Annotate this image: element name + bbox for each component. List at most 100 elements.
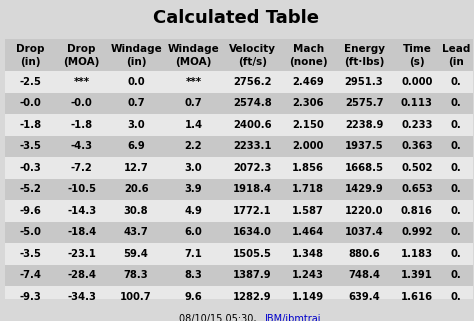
Text: 0.0: 0.0	[127, 77, 145, 87]
Text: -7.4: -7.4	[19, 270, 41, 280]
Text: 0.: 0.	[451, 163, 462, 173]
Text: 2.306: 2.306	[292, 98, 324, 108]
Text: 1.616: 1.616	[401, 292, 433, 302]
Text: -23.1: -23.1	[67, 249, 96, 259]
Text: 2400.6: 2400.6	[233, 120, 272, 130]
FancyBboxPatch shape	[5, 71, 473, 92]
Text: 0.: 0.	[451, 98, 462, 108]
Text: 20.6: 20.6	[124, 184, 148, 194]
Text: 3.9: 3.9	[184, 184, 202, 194]
Text: 0.363: 0.363	[401, 141, 433, 151]
Text: 4.9: 4.9	[184, 206, 202, 216]
Text: -14.3: -14.3	[67, 206, 96, 216]
Text: 0.: 0.	[451, 206, 462, 216]
Text: 2.469: 2.469	[292, 77, 324, 87]
Text: 2.2: 2.2	[184, 141, 202, 151]
Text: 7.1: 7.1	[184, 249, 202, 259]
Text: 1668.5: 1668.5	[345, 163, 383, 173]
Text: 1.243: 1.243	[292, 270, 324, 280]
Text: -5.0: -5.0	[19, 227, 41, 237]
Text: 1282.9: 1282.9	[233, 292, 272, 302]
Text: 0.: 0.	[451, 292, 462, 302]
Text: 1634.0: 1634.0	[233, 227, 272, 237]
Text: 1505.5: 1505.5	[233, 249, 272, 259]
Text: -0.0: -0.0	[71, 98, 92, 108]
Text: 2072.3: 2072.3	[233, 163, 272, 173]
Text: 6.9: 6.9	[127, 141, 145, 151]
Text: 1772.1: 1772.1	[233, 206, 272, 216]
Text: Mach: Mach	[292, 44, 324, 54]
FancyBboxPatch shape	[5, 178, 473, 200]
Text: Time: Time	[402, 44, 431, 54]
Text: -3.5: -3.5	[19, 249, 41, 259]
Text: 0.: 0.	[451, 227, 462, 237]
Text: 1429.9: 1429.9	[345, 184, 383, 194]
Text: Drop: Drop	[16, 44, 45, 54]
Text: 30.8: 30.8	[124, 206, 148, 216]
Text: Lead: Lead	[442, 44, 470, 54]
Text: -0.0: -0.0	[19, 98, 41, 108]
Text: 0.000: 0.000	[401, 77, 433, 87]
Text: 0.: 0.	[451, 249, 462, 259]
Text: 78.3: 78.3	[124, 270, 148, 280]
Text: 0.7: 0.7	[184, 98, 202, 108]
Text: 100.7: 100.7	[120, 292, 152, 302]
Text: 0.113: 0.113	[401, 98, 433, 108]
Text: (ft·lbs): (ft·lbs)	[344, 57, 384, 67]
Text: 0.992: 0.992	[401, 227, 433, 237]
Text: 1.587: 1.587	[292, 206, 324, 216]
Text: (in): (in)	[20, 57, 41, 67]
Text: 6.0: 6.0	[184, 227, 202, 237]
Text: 8.3: 8.3	[184, 270, 202, 280]
FancyBboxPatch shape	[5, 39, 473, 71]
Text: 0.: 0.	[451, 184, 462, 194]
Text: 1387.9: 1387.9	[233, 270, 272, 280]
Text: 0.502: 0.502	[401, 163, 433, 173]
Text: -18.4: -18.4	[67, 227, 96, 237]
Text: -9.3: -9.3	[19, 292, 41, 302]
Text: -1.8: -1.8	[19, 120, 41, 130]
FancyBboxPatch shape	[5, 200, 473, 221]
FancyBboxPatch shape	[5, 286, 473, 308]
Text: 1.183: 1.183	[401, 249, 433, 259]
Text: Drop: Drop	[67, 44, 96, 54]
Text: 1037.4: 1037.4	[345, 227, 383, 237]
Text: 43.7: 43.7	[124, 227, 148, 237]
FancyBboxPatch shape	[5, 221, 473, 243]
Text: 880.6: 880.6	[348, 249, 380, 259]
Text: Energy: Energy	[344, 44, 384, 54]
Text: -3.5: -3.5	[19, 141, 41, 151]
Text: 2.150: 2.150	[292, 120, 324, 130]
Text: 2574.8: 2574.8	[233, 98, 272, 108]
FancyBboxPatch shape	[5, 92, 473, 114]
Text: 0.7: 0.7	[127, 98, 145, 108]
Text: JBM/jbmtraj: JBM/jbmtraj	[264, 314, 321, 321]
Text: -4.3: -4.3	[71, 141, 93, 151]
Text: 1937.5: 1937.5	[345, 141, 383, 151]
Text: 12.7: 12.7	[124, 163, 148, 173]
Text: 1.348: 1.348	[292, 249, 324, 259]
Text: 3.0: 3.0	[127, 120, 145, 130]
Text: 2233.1: 2233.1	[233, 141, 272, 151]
Text: 0.653: 0.653	[401, 184, 433, 194]
Text: 2951.3: 2951.3	[345, 77, 383, 87]
Text: 1220.0: 1220.0	[345, 206, 383, 216]
Text: 1.391: 1.391	[401, 270, 433, 280]
Text: (in: (in	[448, 57, 464, 67]
Text: 3.0: 3.0	[184, 163, 202, 173]
FancyBboxPatch shape	[5, 114, 473, 135]
Text: 08/10/15 05:30,: 08/10/15 05:30,	[179, 314, 260, 321]
Text: (s): (s)	[409, 57, 425, 67]
FancyBboxPatch shape	[5, 135, 473, 157]
Text: 0.: 0.	[451, 270, 462, 280]
Text: Windage: Windage	[110, 44, 162, 54]
Text: 2.000: 2.000	[292, 141, 324, 151]
Text: ***: ***	[185, 77, 201, 87]
Text: 0.233: 0.233	[401, 120, 433, 130]
Text: (MOA): (MOA)	[175, 57, 211, 67]
FancyBboxPatch shape	[5, 157, 473, 178]
Text: 1.856: 1.856	[292, 163, 324, 173]
Text: Velocity: Velocity	[229, 44, 276, 54]
Text: (none): (none)	[289, 57, 328, 67]
Text: 2756.2: 2756.2	[233, 77, 272, 87]
